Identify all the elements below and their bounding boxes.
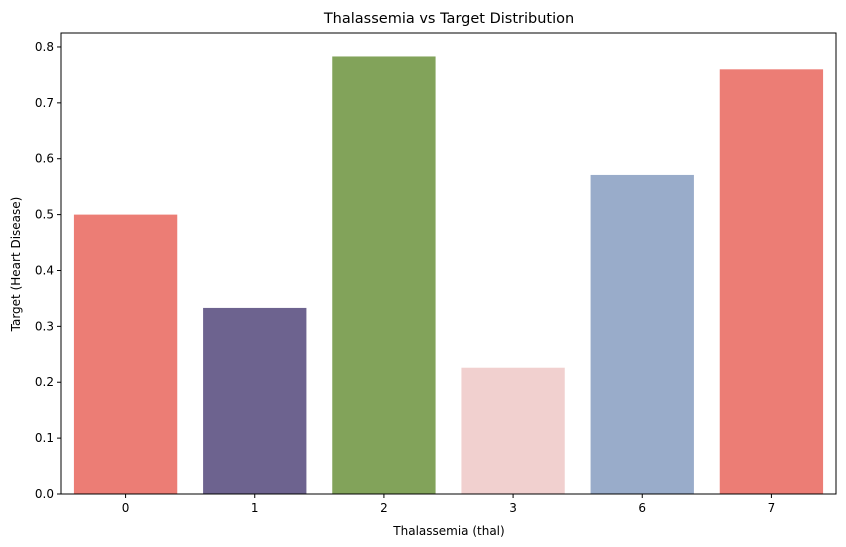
bar-6 (590, 174, 694, 494)
x-tick-label: 7 (768, 501, 776, 515)
bar-3 (461, 367, 565, 494)
plot-area (73, 56, 824, 495)
y-tick-label: 0.5 (35, 208, 54, 222)
y-tick-label: 0.1 (35, 431, 54, 445)
x-axis: 0 1 2 3 6 7 (122, 494, 775, 515)
bar-1 (203, 307, 307, 494)
y-axis-label: Target (Heart Disease) (9, 197, 23, 333)
y-tick-label: 0.2 (35, 375, 54, 389)
bar-0 (73, 214, 178, 494)
y-axis: 0.0 0.1 0.2 0.3 0.4 0.5 0.6 0.7 0.8 (35, 40, 61, 501)
y-tick-label: 0.4 (35, 263, 54, 277)
y-tick-label: 0.7 (35, 96, 54, 110)
y-tick-label: 0.0 (35, 487, 54, 501)
y-tick-label: 0.8 (35, 40, 54, 54)
x-tick-label: 0 (122, 501, 130, 515)
x-tick-label: 2 (380, 501, 388, 515)
plot-frame (60, 32, 837, 495)
y-tick-label: 0.6 (35, 152, 54, 166)
chart-title: Thalassemia vs Target Distribution (323, 11, 574, 27)
x-tick-label: 3 (509, 501, 517, 515)
x-tick-label: 1 (251, 501, 259, 515)
y-tick-label: 0.3 (35, 319, 54, 333)
x-axis-label: Thalassemia (thal) (392, 524, 504, 538)
x-tick-label: 6 (638, 501, 646, 515)
bar-2 (332, 56, 436, 495)
bar-7 (719, 69, 824, 494)
